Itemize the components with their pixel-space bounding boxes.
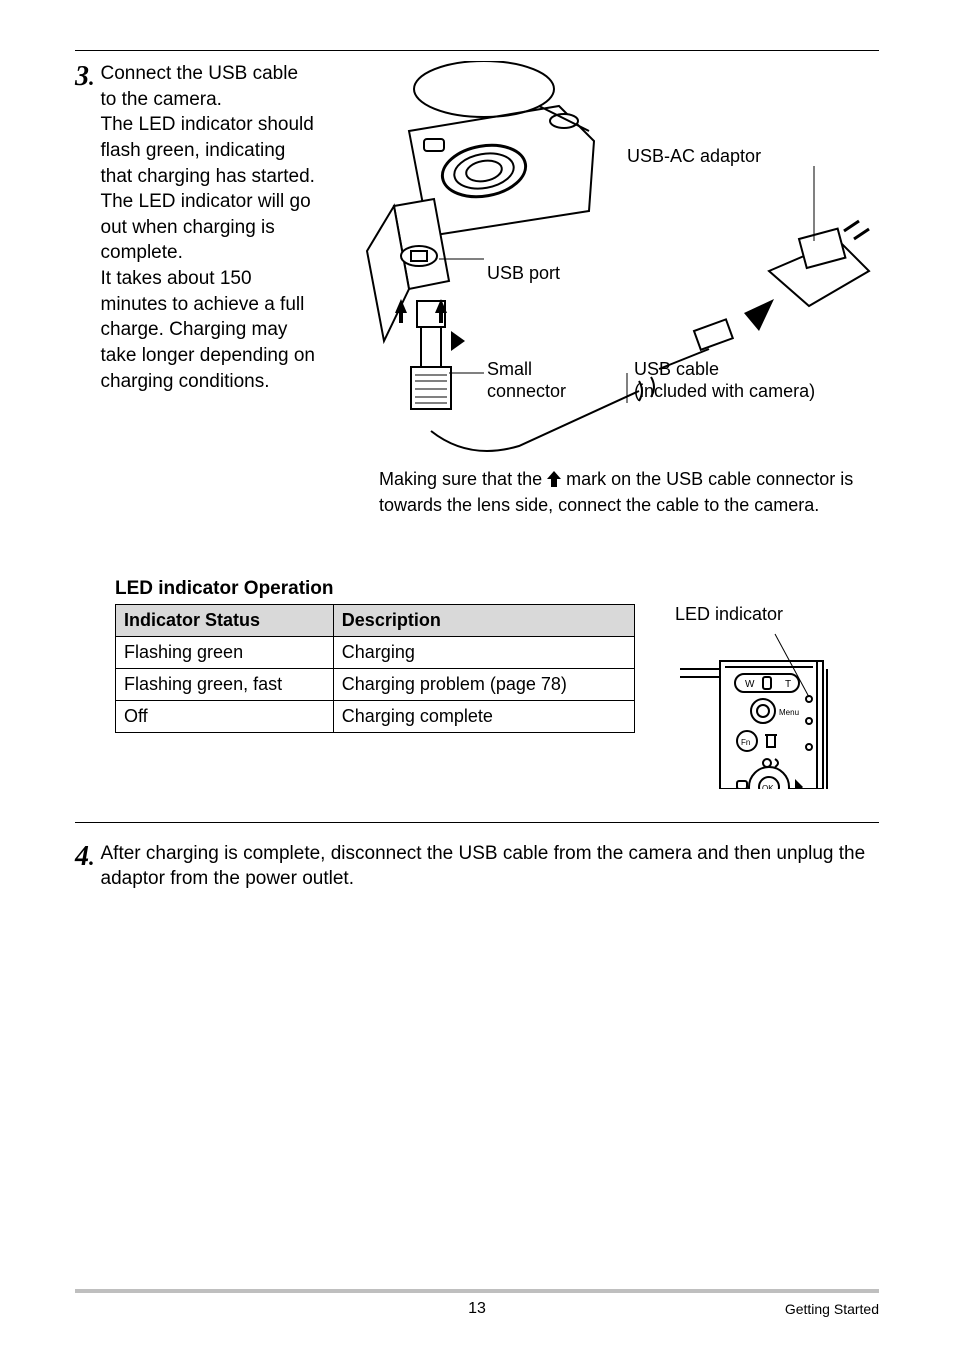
col-description: Description xyxy=(333,604,634,636)
step3-headline: Connect the USB cable to the camera. xyxy=(101,61,320,112)
top-rule xyxy=(75,50,879,51)
footer-rule xyxy=(75,1289,879,1293)
col-indicator-status: Indicator Status xyxy=(116,604,334,636)
diagram-column: USB-AC adaptor USB port Small connector … xyxy=(339,61,879,518)
camera-back-svg: W T Menu Fn xyxy=(675,629,835,789)
label-small-connector: Small connector xyxy=(487,359,566,402)
diagram-caption: Making sure that the mark on the USB cab… xyxy=(379,467,879,518)
table-row: Flashing green Charging xyxy=(116,636,635,668)
step3-para3: It takes about 150 minutes to achieve a … xyxy=(101,266,320,394)
step3-number: 3. xyxy=(75,61,95,91)
page-footer: 13 Getting Started xyxy=(75,1289,879,1317)
step3-text-column: 3. Connect the USB cable to the camera. … xyxy=(75,61,319,518)
led-indicator-label: LED indicator xyxy=(675,604,879,625)
camera-diagram: USB-AC adaptor USB port Small connector … xyxy=(339,61,879,461)
led-table: Indicator Status Description Flashing gr… xyxy=(115,604,635,733)
svg-text:Fn: Fn xyxy=(741,738,750,747)
label-usb-cable: USB cable (included with camera) xyxy=(634,359,815,402)
step4: 4. After charging is complete, disconnec… xyxy=(75,841,879,892)
step4-text: After charging is complete, disconnect t… xyxy=(101,841,880,892)
svg-text:W: W xyxy=(745,679,755,690)
svg-text:OK: OK xyxy=(762,784,774,789)
page: 3. Connect the USB cable to the camera. … xyxy=(0,0,954,1357)
mid-rule xyxy=(75,822,879,823)
page-number: 13 xyxy=(75,1300,879,1318)
svg-text:Menu: Menu xyxy=(779,708,799,717)
svg-text:T: T xyxy=(785,679,791,690)
led-section-title: LED indicator Operation xyxy=(115,578,879,600)
label-usb-port: USB port xyxy=(487,263,560,285)
up-arrow-icon xyxy=(547,469,561,493)
step4-number: 4. xyxy=(75,841,95,871)
table-header-row: Indicator Status Description xyxy=(116,604,635,636)
label-usb-ac-adaptor: USB-AC adaptor xyxy=(627,146,761,168)
table-row: Flashing green, fast Charging problem (p… xyxy=(116,668,635,700)
step3-para2: The LED indicator will go out when charg… xyxy=(101,189,320,266)
step3-para1: The LED indicator should flash green, in… xyxy=(101,112,320,189)
table-row: Off Charging complete xyxy=(116,700,635,732)
led-indicator-figure: LED indicator W T xyxy=(675,604,879,794)
